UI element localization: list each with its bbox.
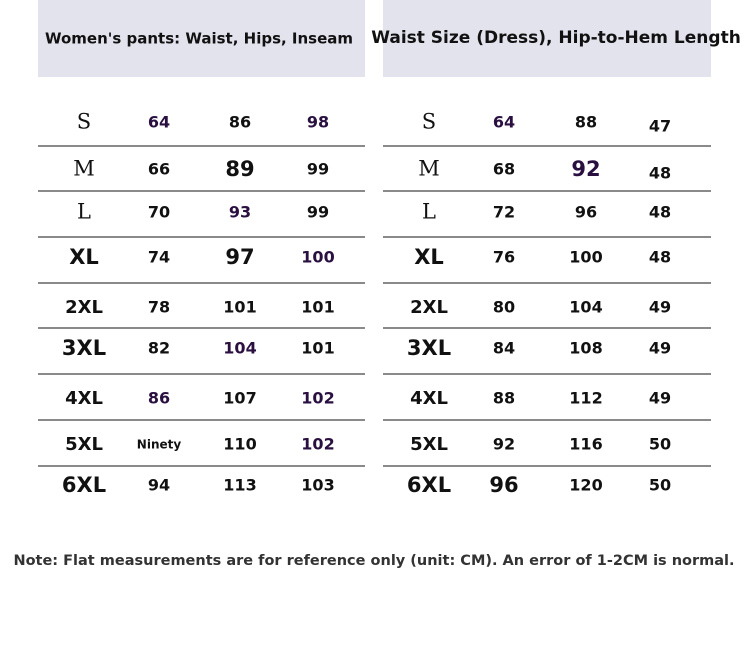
- measurement: 50: [649, 435, 671, 454]
- measurement: 74: [148, 248, 170, 267]
- measurement: 108: [569, 339, 602, 358]
- measurement: 48: [649, 164, 671, 183]
- size-label: 3XL: [62, 336, 106, 360]
- measurement: Ninety: [137, 438, 182, 452]
- measurement: 120: [569, 476, 602, 495]
- measurement: 96: [575, 203, 597, 222]
- measurement: 88: [493, 389, 515, 408]
- measurement: 100: [301, 248, 334, 267]
- measurement: 101: [301, 339, 334, 358]
- measurement: 101: [301, 298, 334, 317]
- measurement: 82: [148, 339, 170, 358]
- size-label: 4XL: [65, 388, 103, 409]
- size-label: XL: [414, 245, 444, 269]
- header-bg: [383, 0, 711, 77]
- measurement: 68: [493, 160, 515, 179]
- size-label: 5XL: [410, 434, 448, 455]
- measurement: 49: [649, 339, 671, 358]
- measurement: 47: [649, 117, 671, 136]
- measurement: 94: [148, 476, 170, 495]
- size-label: 2XL: [410, 297, 448, 318]
- measurement: 101: [223, 298, 256, 317]
- measurement: 116: [569, 435, 602, 454]
- measurement: 86: [148, 389, 170, 408]
- measurement: 86: [229, 113, 251, 132]
- table-title: Women's pants: Waist, Hips, Inseam: [45, 30, 353, 48]
- measurement: 107: [223, 389, 256, 408]
- size-label: L: [422, 200, 436, 224]
- measurement: 98: [307, 113, 329, 132]
- size-label: XL: [69, 245, 99, 269]
- measurement: 99: [307, 160, 329, 179]
- measurement: 80: [493, 298, 515, 317]
- measurement: 110: [223, 435, 256, 454]
- measurement: 49: [649, 389, 671, 408]
- measurement: 66: [148, 160, 170, 179]
- size-label: 4XL: [410, 388, 448, 409]
- measurement: 88: [575, 113, 597, 132]
- measurement: 70: [148, 203, 170, 222]
- measurement: 78: [148, 298, 170, 317]
- size-label: S: [422, 110, 436, 134]
- size-label: 5XL: [65, 434, 103, 455]
- size-label: M: [418, 157, 440, 181]
- measurement: 112: [569, 389, 602, 408]
- size-label: S: [77, 110, 91, 134]
- size-label: 6XL: [407, 473, 451, 497]
- measurement: 99: [307, 203, 329, 222]
- note: Note: Flat measurements are for referenc…: [13, 553, 734, 569]
- measurement: 92: [571, 157, 600, 181]
- size-label: 3XL: [407, 336, 451, 360]
- measurement: 92: [493, 435, 515, 454]
- measurement: 102: [301, 435, 334, 454]
- measurement: 113: [223, 476, 256, 495]
- measurement: 96: [489, 473, 518, 497]
- measurement: 93: [229, 203, 251, 222]
- size-label: M: [73, 157, 95, 181]
- measurement: 100: [569, 248, 602, 267]
- measurement: 89: [225, 157, 254, 181]
- measurement: 76: [493, 248, 515, 267]
- measurement: 97: [225, 245, 254, 269]
- measurement: 49: [649, 298, 671, 317]
- measurement: 48: [649, 248, 671, 267]
- measurement: 64: [148, 113, 170, 132]
- measurement: 64: [493, 113, 515, 132]
- measurement: 102: [301, 389, 334, 408]
- measurement: 103: [301, 476, 334, 495]
- measurement: 72: [493, 203, 515, 222]
- measurement: 104: [223, 339, 256, 358]
- size-label: 6XL: [62, 473, 106, 497]
- size-label: 2XL: [65, 297, 103, 318]
- table-title: Waist Size (Dress), Hip-to-Hem Length: [371, 28, 741, 48]
- measurement: 84: [493, 339, 515, 358]
- size-label: L: [77, 200, 91, 224]
- measurement: 48: [649, 203, 671, 222]
- measurement: 50: [649, 476, 671, 495]
- measurement: 104: [569, 298, 602, 317]
- header-bg: [38, 0, 365, 77]
